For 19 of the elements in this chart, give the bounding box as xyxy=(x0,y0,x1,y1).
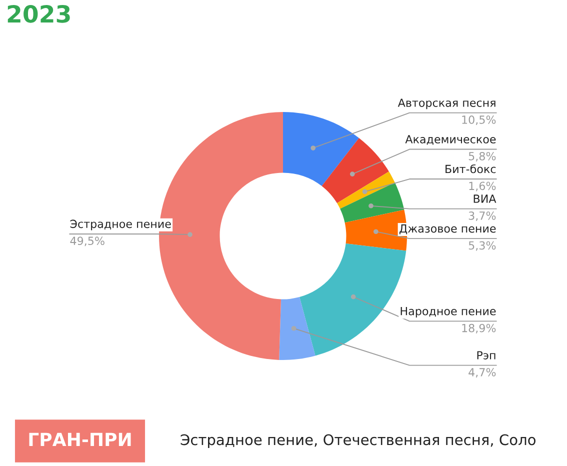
slice-label: Академическое xyxy=(405,135,496,145)
text: Эстрадное пение, Отечественная песня, Соло xyxy=(180,434,536,448)
chart-title: 2023 xyxy=(8,4,70,23)
data-label: 5,3% xyxy=(468,241,496,251)
data-label: 1,6% xyxy=(469,182,496,192)
data-label: 4,7% xyxy=(468,368,496,378)
data-label: 49,5% xyxy=(70,236,104,246)
data-label: 18,9% xyxy=(462,324,496,334)
slice-label: Бит-бокс xyxy=(446,164,496,174)
data-label: 10,5% xyxy=(462,115,496,126)
data-label: 3,7% xyxy=(468,211,496,222)
slice-label: ВИА xyxy=(474,194,496,203)
data-label: 5,8% xyxy=(468,152,496,162)
slice-label: Эстрадное пение xyxy=(70,220,171,230)
slice-label: Джазовое пение xyxy=(399,224,496,234)
slice-label: Рэп xyxy=(477,351,496,360)
text: ГРАН-ПРИ xyxy=(29,432,131,446)
slice-label: Народное пение xyxy=(400,307,496,318)
slice-label: Авторская песня xyxy=(398,98,496,110)
